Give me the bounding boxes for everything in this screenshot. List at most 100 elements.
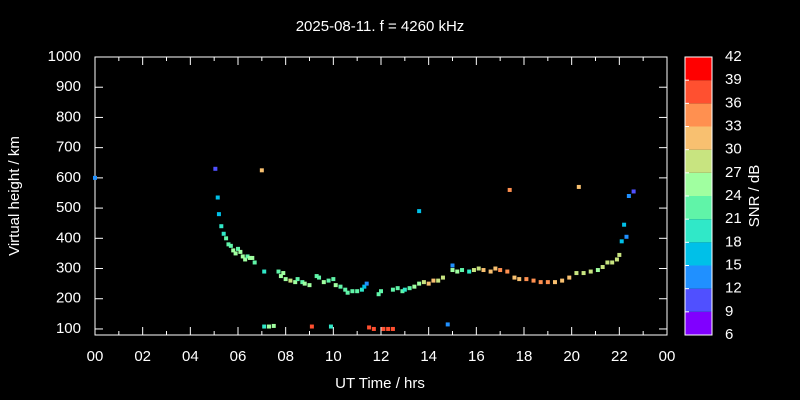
x-tick-label: 02 — [134, 348, 151, 365]
data-point — [481, 268, 486, 273]
data-point — [259, 168, 264, 173]
data-point — [431, 278, 436, 283]
data-point — [300, 280, 305, 285]
data-point — [364, 281, 369, 286]
data-point — [93, 175, 97, 180]
colorbar-tick-label: 30 — [725, 141, 742, 158]
colorbar-tick-label: 21 — [725, 210, 742, 227]
data-point — [221, 231, 226, 236]
data-point — [288, 278, 293, 283]
data-point — [262, 269, 267, 274]
x-tick-label: 16 — [468, 348, 485, 365]
data-point — [390, 326, 395, 331]
y-tick-label: 1000 — [48, 48, 81, 65]
data-point — [213, 166, 218, 171]
colorbar-band — [685, 80, 712, 104]
colorbar-tick-label: 9 — [725, 303, 733, 320]
x-tick-label: 08 — [277, 348, 294, 365]
colorbar-band — [685, 149, 712, 173]
data-point — [600, 265, 605, 270]
data-point — [321, 280, 326, 285]
data-point — [262, 324, 267, 329]
x-axis-label: UT Time / hrs — [335, 375, 425, 392]
y-tick-label: 600 — [56, 169, 81, 186]
y-axis-label: Virtual height / km — [6, 136, 23, 256]
data-point — [302, 281, 307, 286]
data-point — [226, 242, 231, 247]
data-point — [293, 280, 298, 285]
data-point — [362, 284, 367, 289]
data-point — [574, 271, 579, 276]
data-point — [219, 224, 224, 229]
data-point — [517, 277, 522, 282]
data-point — [440, 275, 445, 280]
x-tick-label: 00 — [87, 348, 104, 365]
data-point — [581, 271, 586, 276]
y-tick-label: 500 — [56, 199, 81, 216]
colorbar-band — [685, 265, 712, 289]
data-point — [402, 287, 407, 292]
data-point — [417, 281, 422, 286]
colorbar-tick-label: 27 — [725, 164, 742, 181]
data-point — [467, 269, 472, 274]
data-point — [309, 324, 314, 329]
data-point — [455, 269, 460, 274]
data-point — [624, 234, 629, 239]
data-point — [379, 289, 383, 294]
colorbar-band — [685, 219, 712, 243]
colorbar-band — [685, 172, 712, 196]
colorbar-band — [685, 57, 712, 81]
data-point — [233, 251, 238, 256]
data-point — [617, 252, 622, 257]
data-point — [436, 278, 441, 283]
data-point — [328, 324, 333, 329]
data-point — [224, 236, 229, 241]
data-point — [524, 277, 529, 282]
data-point — [605, 260, 610, 265]
data-point — [512, 275, 517, 280]
colorbar-tick-label: 24 — [725, 187, 742, 204]
data-point — [345, 290, 350, 295]
data-point — [588, 269, 593, 274]
data-point — [426, 281, 431, 286]
data-point — [245, 254, 250, 259]
data-point — [417, 209, 422, 214]
data-point — [622, 222, 627, 227]
data-point — [631, 189, 636, 194]
data-point — [450, 263, 455, 268]
colorbar-tick-label: 42 — [725, 48, 742, 65]
y-tick-label: 100 — [56, 320, 81, 337]
y-tick-label: 200 — [56, 290, 81, 307]
x-tick-label: 10 — [325, 348, 342, 365]
data-point — [531, 278, 536, 283]
data-point — [407, 286, 412, 291]
data-point — [307, 283, 312, 288]
data-point — [252, 260, 257, 265]
y-tick-label: 800 — [56, 108, 81, 125]
y-tick-label: 700 — [56, 139, 81, 156]
x-tick-label: 04 — [182, 348, 199, 365]
data-point — [371, 326, 376, 331]
data-point — [276, 269, 281, 274]
colorbar-band — [685, 311, 712, 335]
chart-title: 2025-08-11. f = 4260 kHz — [296, 18, 465, 35]
data-point — [445, 322, 450, 327]
data-point — [295, 277, 300, 282]
data-point — [400, 289, 405, 294]
data-point — [538, 280, 543, 285]
data-point — [266, 324, 271, 329]
data-point — [390, 287, 395, 292]
y-tick-label: 900 — [56, 78, 81, 95]
data-point — [619, 239, 624, 244]
data-point — [250, 255, 255, 260]
colorbar-tick-label: 18 — [725, 233, 742, 250]
x-tick-label: 20 — [563, 348, 580, 365]
data-point — [488, 269, 493, 274]
data-point — [505, 269, 510, 274]
data-point — [471, 268, 476, 273]
data-point — [314, 274, 319, 279]
data-point — [236, 246, 240, 251]
data-point — [338, 284, 343, 289]
data-point — [359, 287, 364, 292]
